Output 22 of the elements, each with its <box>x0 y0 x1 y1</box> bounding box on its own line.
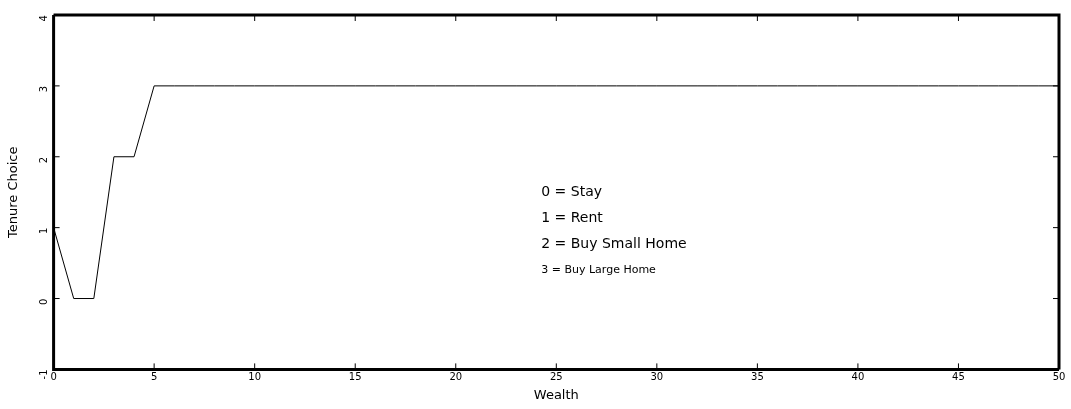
x-tick-label: 15 <box>348 370 362 382</box>
y-tick-label: -1 <box>38 369 50 380</box>
x-tick-label: 10 <box>248 370 262 382</box>
x-tick-label: 40 <box>851 370 865 382</box>
annotation: 0 = Stay <box>541 182 602 199</box>
x-tick-label: 50 <box>1052 370 1066 382</box>
x-tick-label: 5 <box>150 370 158 382</box>
x-axis-title: Wealth <box>533 386 579 402</box>
annotation: 2 = Buy Small Home <box>541 234 687 251</box>
y-tick-label: 1 <box>38 227 50 235</box>
y-tick-label: 2 <box>38 156 50 164</box>
y-tick-label: 0 <box>38 298 50 305</box>
x-tick-label: 20 <box>449 370 463 382</box>
annotation: 1 = Rent <box>541 208 604 225</box>
annotation: 3 = Buy Large Home <box>541 263 657 277</box>
y-tick-label: 3 <box>38 85 50 93</box>
x-tick-label: 35 <box>751 370 764 382</box>
x-tick-label: 25 <box>549 370 563 382</box>
x-tick-label: 45 <box>952 370 965 382</box>
y-axis-title: Tenure Choice <box>5 146 21 239</box>
y-tick-label: 4 <box>38 15 50 22</box>
x-tick-label: 30 <box>650 370 664 382</box>
